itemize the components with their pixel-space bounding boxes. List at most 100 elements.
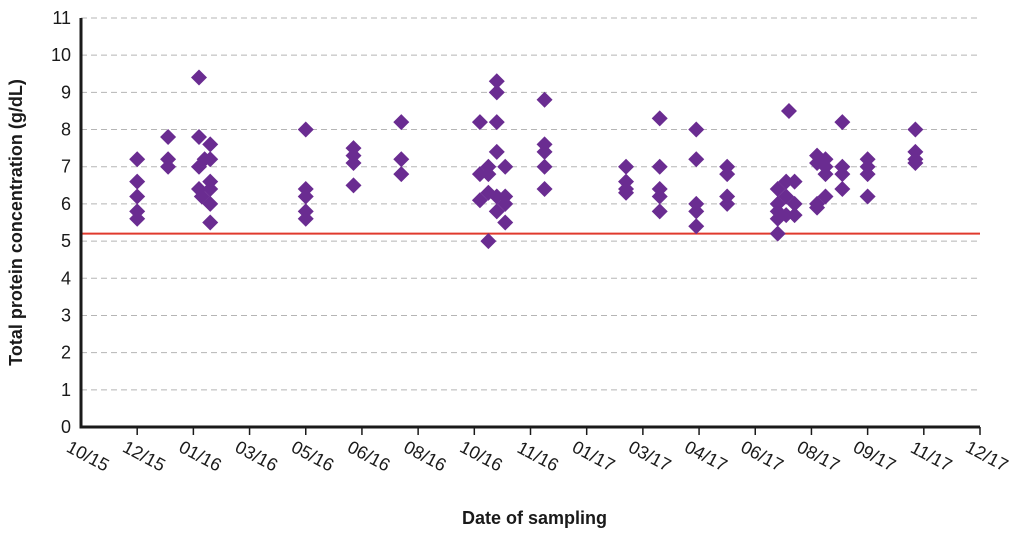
data-point xyxy=(688,151,705,168)
x-tick-label: 10/16 xyxy=(457,437,506,476)
data-point xyxy=(688,121,705,138)
y-tick-label: 4 xyxy=(61,268,71,288)
x-tick-label: 03/17 xyxy=(625,437,674,476)
data-point xyxy=(536,158,553,175)
y-tick-label: 8 xyxy=(61,120,71,140)
data-point xyxy=(780,102,797,119)
data-point xyxy=(497,195,514,212)
data-point xyxy=(345,177,362,194)
x-tick-label: 04/17 xyxy=(681,437,730,476)
x-tick-label: 03/16 xyxy=(232,437,281,476)
data-point xyxy=(809,199,826,216)
y-tick-label: 0 xyxy=(61,417,71,437)
data-point xyxy=(393,114,410,131)
y-tick-label: 1 xyxy=(61,380,71,400)
data-point xyxy=(129,210,146,227)
x-tick-label: 09/17 xyxy=(850,437,899,476)
data-point xyxy=(651,203,668,220)
data-point xyxy=(651,188,668,205)
x-ticks: 10/15 12/15 01/16 03/16 05/16 06/16 08/16 10/16… xyxy=(63,427,1012,476)
y-axis-title: Total protein concentration (g/dL) xyxy=(6,79,26,366)
data-point xyxy=(497,214,514,231)
y-tick-label: 2 xyxy=(61,343,71,363)
data-point xyxy=(497,158,514,175)
x-tick-label: 12/17 xyxy=(962,437,1011,476)
x-tick-label: 06/16 xyxy=(344,437,393,476)
x-tick-label: 05/16 xyxy=(288,437,337,476)
data-point xyxy=(297,121,314,138)
data-point xyxy=(202,151,219,168)
data-point xyxy=(618,158,635,175)
x-tick-label: 06/17 xyxy=(738,437,787,476)
data-point xyxy=(160,128,177,145)
data-point xyxy=(834,114,851,131)
data-point xyxy=(834,181,851,198)
y-tick-label: 9 xyxy=(61,82,71,102)
data-point xyxy=(786,207,803,224)
data-point xyxy=(688,203,705,220)
data-point xyxy=(834,166,851,183)
data-point xyxy=(202,181,219,198)
data-point xyxy=(202,136,219,153)
data-point xyxy=(719,166,736,183)
data-point xyxy=(651,110,668,127)
data-point xyxy=(480,166,497,183)
y-tick-label: 6 xyxy=(61,194,71,214)
data-point xyxy=(190,128,207,145)
x-tick-label: 12/15 xyxy=(120,437,169,476)
data-point xyxy=(393,151,410,168)
data-point xyxy=(202,214,219,231)
axes xyxy=(79,18,980,429)
y-tick-labels: 0 1 2 3 4 5 6 7 8 9 10 11 xyxy=(51,8,71,437)
data-point xyxy=(859,188,876,205)
data-point xyxy=(907,155,924,172)
data-point xyxy=(129,151,146,168)
data-point xyxy=(817,166,834,183)
data-point xyxy=(345,155,362,172)
x-tick-label: 08/16 xyxy=(400,437,449,476)
data-point xyxy=(817,188,834,205)
data-point xyxy=(719,195,736,212)
x-tick-label: 01/17 xyxy=(569,437,618,476)
x-tick-label: 11/17 xyxy=(907,437,955,475)
data-point xyxy=(297,188,314,205)
data-point xyxy=(488,114,505,131)
y-tick-label: 7 xyxy=(61,157,71,177)
data-point xyxy=(778,207,795,224)
data-point xyxy=(393,166,410,183)
data-point xyxy=(651,158,668,175)
data-point xyxy=(786,173,803,190)
data-point xyxy=(786,195,803,212)
x-tick-label: 01/16 xyxy=(176,437,225,476)
data-point xyxy=(769,225,786,242)
data-points xyxy=(129,69,924,250)
data-point xyxy=(618,184,635,201)
data-point xyxy=(488,143,505,160)
data-point xyxy=(480,233,497,250)
y-tick-label: 11 xyxy=(52,8,71,28)
data-point xyxy=(129,188,146,205)
data-point xyxy=(488,84,505,101)
data-point xyxy=(907,121,924,138)
data-point xyxy=(160,158,177,175)
x-axis-title: Date of sampling xyxy=(462,508,607,528)
data-point xyxy=(471,114,488,131)
data-point xyxy=(536,143,553,160)
data-point xyxy=(778,173,795,190)
data-point xyxy=(536,181,553,198)
data-point xyxy=(536,91,553,108)
y-tick-label: 10 xyxy=(51,45,71,65)
y-tick-label: 5 xyxy=(61,231,71,251)
x-tick-label: 08/17 xyxy=(794,437,843,476)
data-point xyxy=(488,73,505,90)
data-point xyxy=(859,166,876,183)
data-point xyxy=(297,210,314,227)
data-point xyxy=(202,195,219,212)
y-tick-label: 3 xyxy=(61,305,71,325)
x-tick-label: 10/15 xyxy=(63,437,112,476)
x-tick-label: 11/16 xyxy=(514,437,562,475)
data-point xyxy=(688,218,705,235)
data-point xyxy=(190,69,207,86)
data-point xyxy=(129,173,146,190)
